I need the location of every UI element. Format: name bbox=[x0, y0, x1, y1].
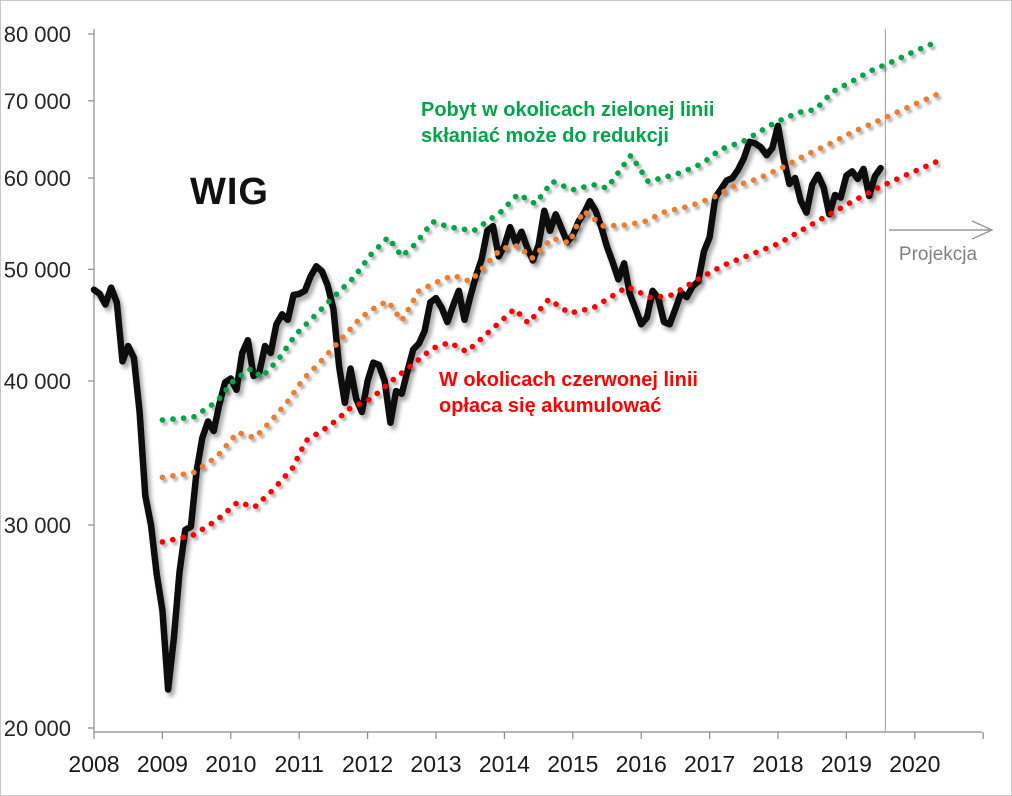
x-tick-label: 2011 bbox=[274, 751, 323, 777]
y-tick-label: 60 000 bbox=[4, 166, 71, 191]
series-red-dotted-line bbox=[159, 158, 942, 545]
x-tick-label: 2013 bbox=[410, 751, 461, 777]
y-tick-label: 70 000 bbox=[4, 89, 71, 114]
x-tick-label: 2019 bbox=[821, 751, 872, 777]
x-tick-label: 2008 bbox=[68, 751, 119, 777]
annotation-red-line2: opłaca się akumulować bbox=[439, 395, 662, 417]
series-green-dotted-line bbox=[159, 38, 942, 423]
y-tick-label: 40 000 bbox=[4, 369, 71, 394]
annotation-green-line2: skłaniać może do redukcji bbox=[421, 125, 669, 147]
x-tick-label: 2014 bbox=[479, 751, 530, 777]
x-tick-label: 2017 bbox=[684, 751, 735, 777]
y-tick-label: 80 000 bbox=[4, 22, 71, 47]
axes: 20 000 30 000 40 000 50 000 60 000 70 000 80 0… bbox=[4, 22, 984, 777]
x-tick-label: 2015 bbox=[547, 751, 598, 777]
annotation-red-line1: W okolicach czerwonej linii bbox=[439, 369, 698, 391]
x-tick-label: 2018 bbox=[752, 751, 803, 777]
chart-title-wig: WIG bbox=[190, 171, 269, 213]
y-tick-label: 20 000 bbox=[4, 716, 71, 741]
x-tick-label: 2012 bbox=[342, 751, 393, 777]
y-tick-label: 50 000 bbox=[4, 257, 71, 282]
x-tick-label: 2009 bbox=[137, 751, 188, 777]
y-tick-label: 30 000 bbox=[4, 513, 71, 538]
annotation-red-accumulation: W okolicach czerwonej linii opłaca się a… bbox=[439, 367, 698, 419]
annotation-green-reduction: Pobyt w okolicach zielonej linii skłania… bbox=[421, 97, 714, 149]
x-tick-label: 2020 bbox=[889, 751, 940, 777]
projection-arrow-icon bbox=[889, 220, 994, 240]
annotation-green-line1: Pobyt w okolicach zielonej linii bbox=[421, 99, 715, 121]
projection-label: Projekcja bbox=[898, 244, 978, 265]
series-orange-dotted-line bbox=[159, 90, 942, 481]
x-tick-label: 2016 bbox=[616, 751, 667, 777]
x-tick-label: 2010 bbox=[205, 751, 256, 777]
series-wig-line bbox=[90, 122, 884, 693]
